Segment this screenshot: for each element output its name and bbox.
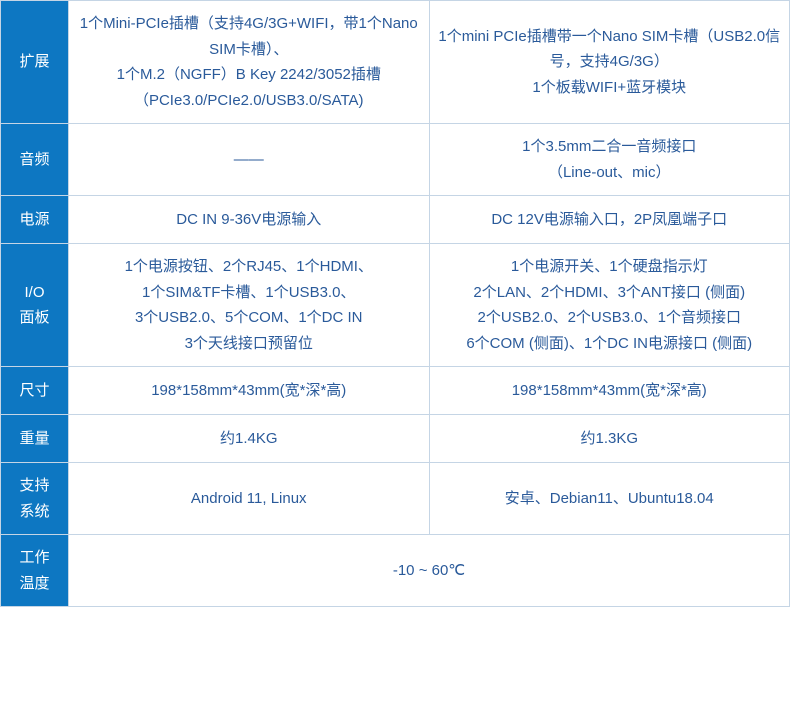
cell-audio-a: —— bbox=[69, 124, 430, 196]
table-row: 支持系统 Android 11, Linux 安卓、Debian11、Ubunt… bbox=[1, 463, 790, 535]
row-header-io: I/O面板 bbox=[1, 244, 69, 367]
row-header-temperature: 工作温度 bbox=[1, 535, 69, 607]
row-header-os: 支持系统 bbox=[1, 463, 69, 535]
row-header-audio: 音频 bbox=[1, 124, 69, 196]
cell-expansion-b: 1个mini PCIe插槽带一个Nano SIM卡槽（USB2.0信号，支持4G… bbox=[429, 1, 790, 124]
cell-os-a: Android 11, Linux bbox=[69, 463, 430, 535]
table-row: 扩展 1个Mini-PCIe插槽（支持4G/3G+WIFI，带1个Nano SI… bbox=[1, 1, 790, 124]
cell-power-b: DC 12V电源输入口，2P凤凰端子口 bbox=[429, 196, 790, 244]
cell-weight-b: 约1.3KG bbox=[429, 415, 790, 463]
table-row: 电源 DC IN 9-36V电源输入 DC 12V电源输入口，2P凤凰端子口 bbox=[1, 196, 790, 244]
table-row: I/O面板 1个电源按钮、2个RJ45、1个HDMI、1个SIM&TF卡槽、1个… bbox=[1, 244, 790, 367]
cell-io-b: 1个电源开关、1个硬盘指示灯2个LAN、2个HDMI、3个ANT接口 (侧面)2… bbox=[429, 244, 790, 367]
cell-io-a: 1个电源按钮、2个RJ45、1个HDMI、1个SIM&TF卡槽、1个USB3.0… bbox=[69, 244, 430, 367]
table-row: 尺寸 198*158mm*43mm(宽*深*高) 198*158mm*43mm(… bbox=[1, 367, 790, 415]
row-header-dimensions: 尺寸 bbox=[1, 367, 69, 415]
cell-expansion-a: 1个Mini-PCIe插槽（支持4G/3G+WIFI，带1个Nano SIM卡槽… bbox=[69, 1, 430, 124]
cell-weight-a: 约1.4KG bbox=[69, 415, 430, 463]
table-row: 重量 约1.4KG 约1.3KG bbox=[1, 415, 790, 463]
row-header-weight: 重量 bbox=[1, 415, 69, 463]
row-header-expansion: 扩展 bbox=[1, 1, 69, 124]
spec-table: 扩展 1个Mini-PCIe插槽（支持4G/3G+WIFI，带1个Nano SI… bbox=[0, 0, 790, 607]
cell-audio-b: 1个3.5mm二合一音频接口（Line-out、mic） bbox=[429, 124, 790, 196]
cell-dimensions-a: 198*158mm*43mm(宽*深*高) bbox=[69, 367, 430, 415]
table-row: 工作温度 -10 ~ 60℃ bbox=[1, 535, 790, 607]
cell-os-b: 安卓、Debian11、Ubuntu18.04 bbox=[429, 463, 790, 535]
cell-temperature: -10 ~ 60℃ bbox=[69, 535, 790, 607]
cell-power-a: DC IN 9-36V电源输入 bbox=[69, 196, 430, 244]
row-header-power: 电源 bbox=[1, 196, 69, 244]
cell-dimensions-b: 198*158mm*43mm(宽*深*高) bbox=[429, 367, 790, 415]
table-row: 音频 —— 1个3.5mm二合一音频接口（Line-out、mic） bbox=[1, 124, 790, 196]
